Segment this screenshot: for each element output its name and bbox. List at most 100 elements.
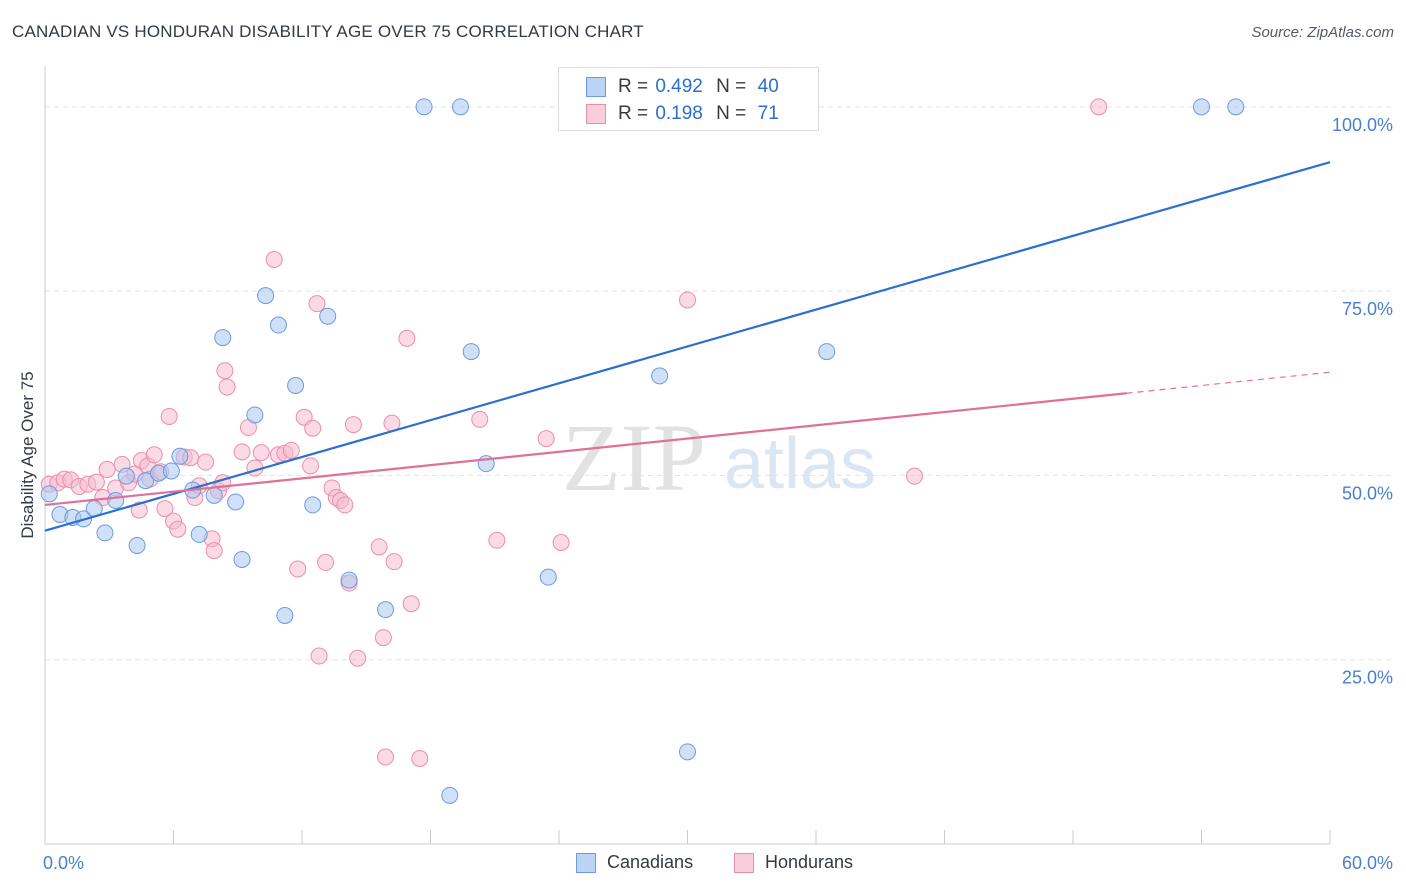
honduran-point bbox=[308, 295, 326, 313]
canadian-point bbox=[377, 601, 395, 619]
honduran-point bbox=[218, 378, 236, 396]
r-value: 0.198 bbox=[655, 103, 703, 124]
honduran-point bbox=[289, 560, 307, 578]
honduran-trend-extension bbox=[1126, 371, 1331, 394]
x-tick-label: 60.0% bbox=[1342, 853, 1393, 873]
honduran-point bbox=[398, 329, 416, 347]
honduran-point bbox=[156, 500, 174, 518]
honduran-point bbox=[310, 647, 328, 665]
honduran-point bbox=[679, 291, 696, 309]
canadian-point bbox=[1227, 98, 1245, 116]
hondurans-swatch bbox=[586, 104, 606, 124]
legend-item-canadians: Canadians bbox=[576, 852, 693, 873]
honduran-point bbox=[302, 457, 320, 475]
canadian-point bbox=[205, 486, 223, 504]
canadian-point bbox=[162, 462, 180, 480]
honduran-point bbox=[906, 467, 924, 485]
honduran-point bbox=[130, 501, 148, 519]
honduran-point bbox=[145, 446, 163, 464]
honduran-point bbox=[304, 419, 322, 437]
honduran-point bbox=[160, 407, 178, 425]
canadian-point bbox=[190, 525, 208, 543]
canadian-point bbox=[304, 496, 322, 514]
honduran-point bbox=[197, 453, 215, 471]
canadians-swatch bbox=[576, 852, 596, 873]
watermark: ZIP atlas bbox=[562, 404, 876, 511]
canadian-point bbox=[171, 447, 189, 465]
honduran-point bbox=[385, 553, 403, 571]
n-value: 71 bbox=[757, 103, 779, 124]
legend-row-hondurans: R = 0.198 N = 71 bbox=[559, 101, 790, 127]
honduran-point bbox=[336, 496, 354, 514]
canadian-point bbox=[462, 343, 480, 361]
canadian-point bbox=[276, 606, 294, 624]
legend-item-hondurans: Hondurans bbox=[734, 852, 853, 873]
honduran-point bbox=[233, 443, 251, 461]
canadian-point bbox=[415, 98, 433, 116]
canadian-point bbox=[451, 98, 469, 116]
watermark-zip: ZIP bbox=[562, 404, 706, 511]
honduran-point bbox=[282, 441, 300, 459]
y-tick-label: 100.0% bbox=[1332, 115, 1393, 135]
y-axis-title: Disability Age Over 75 bbox=[18, 371, 37, 538]
n-label: N = bbox=[716, 76, 747, 97]
canadian-point bbox=[214, 329, 232, 347]
honduran-point bbox=[87, 473, 105, 491]
canadian-point bbox=[96, 524, 114, 542]
canadian-point bbox=[269, 316, 287, 334]
honduran-point bbox=[402, 595, 420, 613]
watermark-atlas: atlas bbox=[724, 424, 876, 504]
honduran-point bbox=[169, 520, 187, 538]
canadian-point bbox=[227, 493, 245, 511]
x-tick-label: 0.0% bbox=[43, 853, 84, 873]
y-tick-label: 25.0% bbox=[1342, 668, 1393, 688]
canadian-point bbox=[233, 550, 251, 568]
honduran-point bbox=[488, 531, 506, 549]
r-label: R = bbox=[618, 103, 649, 124]
honduran-point bbox=[374, 629, 392, 647]
chart-title: CANADIAN VS HONDURAN DISABILITY AGE OVER… bbox=[12, 22, 644, 41]
canadians-label: Canadians bbox=[607, 852, 694, 872]
tick-labels: 25.0% 50.0% 75.0% 100.0% 0.0% 60.0% bbox=[43, 115, 1393, 873]
honduran-point bbox=[471, 410, 489, 428]
canadian-trend-line bbox=[44, 161, 1331, 532]
trend-lines bbox=[44, 161, 1331, 532]
axes bbox=[44, 66, 1331, 845]
canadian-point bbox=[107, 491, 125, 509]
canadian-point bbox=[340, 571, 358, 589]
r-value: 0.492 bbox=[655, 76, 703, 97]
canadian-point bbox=[137, 472, 155, 490]
honduran-point bbox=[349, 649, 367, 667]
honduran-point bbox=[411, 749, 429, 767]
honduran-point bbox=[317, 553, 335, 571]
y-tick-label: 50.0% bbox=[1342, 483, 1393, 503]
canadian-point bbox=[257, 287, 275, 305]
n-label: N = bbox=[716, 103, 747, 124]
legend-row-canadians: R = 0.492 N = 40 bbox=[559, 74, 790, 100]
honduran-point bbox=[537, 430, 555, 448]
canadian-point bbox=[651, 367, 669, 385]
gridlines bbox=[45, 106, 1392, 661]
canadian-point bbox=[117, 467, 135, 485]
canadian-point bbox=[287, 376, 305, 394]
series-legend: Canadians Hondurans bbox=[0, 852, 1406, 876]
honduran-point bbox=[216, 362, 234, 380]
canadian-point bbox=[246, 406, 264, 424]
honduran-point bbox=[377, 748, 395, 766]
honduran-point bbox=[98, 461, 116, 479]
honduran-point bbox=[1090, 98, 1108, 116]
honduran-point bbox=[252, 444, 270, 462]
honduran-point bbox=[370, 538, 388, 556]
hondurans-swatch bbox=[734, 852, 754, 873]
canadian-point bbox=[539, 568, 557, 586]
honduran-point bbox=[552, 534, 570, 552]
canadian-point bbox=[1193, 98, 1210, 116]
honduran-point bbox=[344, 416, 362, 434]
canadian-point bbox=[40, 485, 58, 503]
canadian-point bbox=[319, 307, 337, 325]
honduran-point bbox=[205, 542, 223, 560]
n-value: 40 bbox=[757, 76, 779, 97]
correlation-legend: R = 0.492 N = 40 R = 0.198 N = 71 bbox=[558, 67, 819, 131]
honduran-trend-line bbox=[44, 392, 1127, 507]
